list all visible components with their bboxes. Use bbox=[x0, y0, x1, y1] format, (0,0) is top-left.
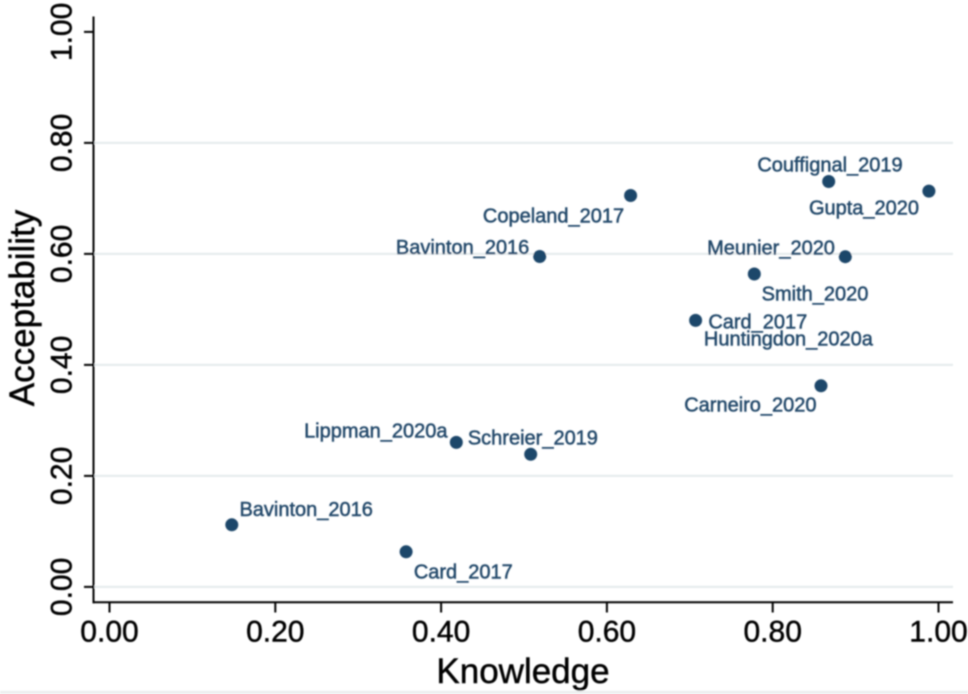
svg-text:0.60: 0.60 bbox=[46, 225, 79, 283]
svg-text:Carneiro_2020: Carneiro_2020 bbox=[684, 394, 816, 416]
svg-text:Copeland_2017: Copeland_2017 bbox=[483, 206, 624, 228]
svg-text:0.20: 0.20 bbox=[46, 447, 79, 505]
svg-text:Knowledge: Knowledge bbox=[436, 652, 609, 691]
svg-text:Schreier_2019: Schreier_2019 bbox=[468, 427, 598, 449]
svg-text:0.40: 0.40 bbox=[412, 616, 470, 649]
svg-text:Smith_2020: Smith_2020 bbox=[762, 284, 869, 306]
svg-text:Meunier_2020: Meunier_2020 bbox=[707, 238, 835, 260]
svg-text:0.60: 0.60 bbox=[578, 616, 636, 649]
svg-text:1.00: 1.00 bbox=[909, 616, 967, 649]
svg-text:Couffignal_2019: Couffignal_2019 bbox=[757, 155, 902, 177]
svg-text:0.00: 0.00 bbox=[80, 616, 138, 649]
svg-text:Bavinton_2016: Bavinton_2016 bbox=[396, 237, 529, 259]
svg-text:Card_2017: Card_2017 bbox=[414, 562, 513, 584]
svg-text:0.20: 0.20 bbox=[246, 616, 304, 649]
svg-text:1.00: 1.00 bbox=[46, 3, 79, 61]
svg-text:0.80: 0.80 bbox=[744, 616, 802, 649]
svg-text:Lippman_2020a: Lippman_2020a bbox=[304, 421, 448, 443]
svg-text:Gupta_2020: Gupta_2020 bbox=[809, 198, 919, 220]
svg-text:0.40: 0.40 bbox=[46, 336, 79, 394]
svg-text:Bavinton_2016: Bavinton_2016 bbox=[239, 499, 372, 521]
svg-text:Card_2017: Card_2017 bbox=[708, 312, 807, 334]
svg-text:0.80: 0.80 bbox=[46, 114, 79, 172]
svg-text:Huntingdon_2020a: Huntingdon_2020a bbox=[704, 328, 874, 350]
svg-text:0.00: 0.00 bbox=[46, 558, 79, 616]
svg-text:Acceptability: Acceptability bbox=[3, 209, 42, 406]
